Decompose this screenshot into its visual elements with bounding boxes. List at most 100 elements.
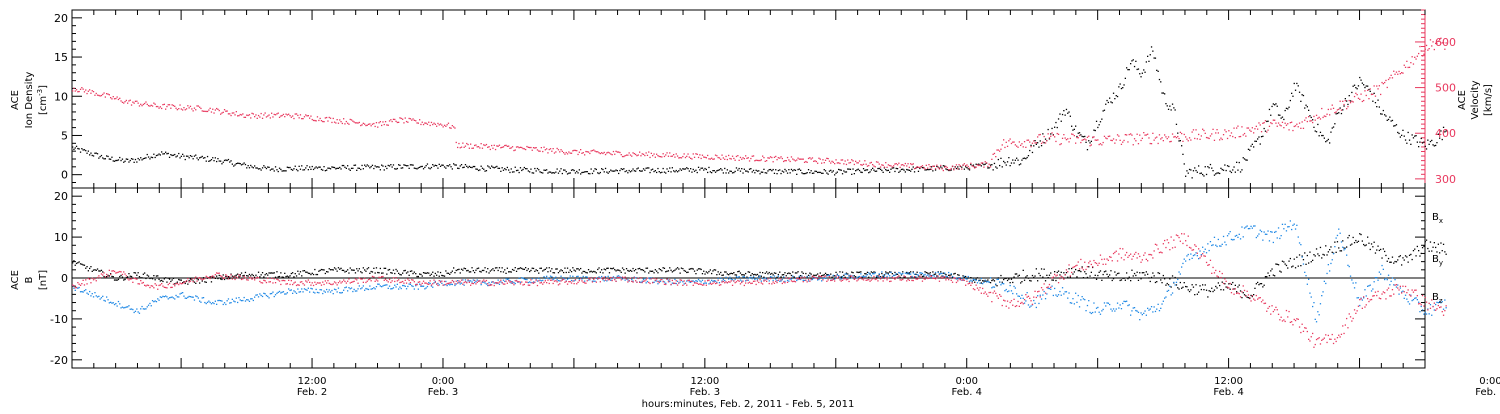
density-point [1436,142,1437,143]
density-point [1010,165,1011,166]
by-point [1396,286,1397,287]
velocity-point [770,156,771,157]
bz-point [775,281,776,282]
by-point [1003,283,1004,284]
velocity-point [1224,129,1225,130]
bx-point [89,268,90,269]
density-point [1258,136,1259,137]
velocity-point [824,162,825,163]
by-point [1425,312,1426,313]
bx-point [242,275,243,276]
velocity-point [1303,128,1304,129]
bz-point [296,285,297,286]
bx-point [640,269,641,270]
velocity-point [570,153,571,154]
velocity-point [462,143,463,144]
velocity-point [289,115,290,116]
bz-point [360,278,361,279]
density-point [1300,101,1301,102]
bx-point [178,279,179,280]
bz-point [739,281,740,282]
bx-point [398,273,399,274]
by-point [1175,284,1176,285]
density-point [1127,69,1128,70]
velocity-point [354,121,355,122]
density-point [1257,138,1258,139]
bx-point [1201,289,1202,290]
by-point [454,285,455,286]
bx-point [677,267,678,268]
bz-point [728,281,729,282]
density-point [1032,152,1033,153]
density-point [1429,144,1430,145]
velocity-point [711,158,712,159]
by-point [1092,312,1093,313]
bx-point [805,273,806,274]
by-point [1070,302,1071,303]
density-point [792,170,793,171]
velocity-point [114,98,115,99]
density-point [1037,142,1038,143]
bz-point [550,280,551,281]
by-point [166,296,167,297]
bz-point [103,272,104,273]
bz-point [816,277,817,278]
density-point [1065,115,1066,116]
bz-point [533,283,534,284]
by-point [333,293,334,294]
velocity-point [608,152,609,153]
by-point [610,280,611,281]
by-point [377,284,378,285]
bx-point [1015,273,1016,274]
by-point [1243,236,1244,237]
bx-point [321,269,322,270]
velocity-point [178,108,179,109]
density-point [193,158,194,159]
density-point [858,169,859,170]
velocity-point [1172,133,1173,134]
by-point [96,295,97,296]
bz-point [583,282,584,283]
by-point [1051,286,1052,287]
bx-point [258,272,259,273]
by-point [124,307,125,308]
bx-point [656,271,657,272]
bx-point [702,273,703,274]
bx-point [1235,285,1236,286]
density-point [863,168,864,169]
density-point [855,170,856,171]
bx-point [1283,261,1284,262]
density-point [522,169,523,170]
bz-point [938,276,939,277]
velocity-point [304,116,305,117]
density-point [1006,164,1007,165]
by-point [172,296,173,297]
bx-point [1273,275,1274,276]
bx-point [585,272,586,273]
density-point [81,148,82,149]
bx-point [744,274,745,275]
bz-point [385,279,386,280]
velocity-point [931,169,932,170]
velocity-point [537,149,538,150]
velocity-point [131,104,132,105]
bz-point [437,285,438,286]
bx-point [1048,277,1049,278]
velocity-point [1219,139,1220,140]
bx-point [484,267,485,268]
by-point [1038,303,1039,304]
density-point [550,172,551,173]
bx-point [1256,283,1257,284]
bz-point [322,282,323,283]
velocity-point [1391,75,1392,76]
velocity-point [382,121,383,122]
density-point [216,161,217,162]
density-point [1137,69,1138,70]
density-point [868,172,869,173]
density-point [1024,158,1025,159]
by-point [928,276,929,277]
by-point [1168,290,1169,291]
bz-point [782,283,783,284]
bz-point [479,280,480,281]
bz-point [761,282,762,283]
